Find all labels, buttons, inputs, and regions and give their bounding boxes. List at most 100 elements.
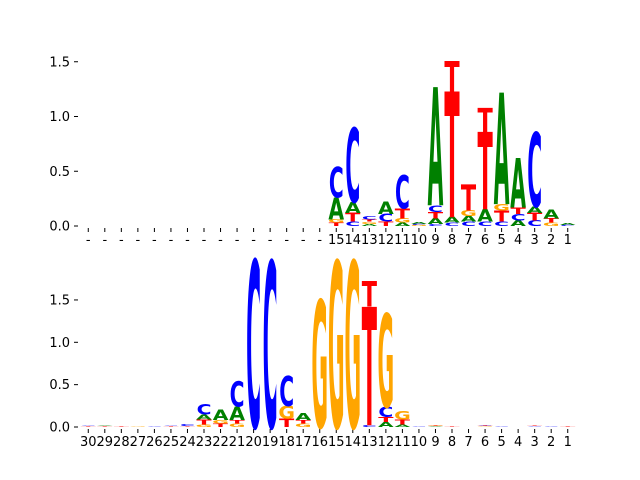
x-tick-label: 9 — [431, 233, 439, 248]
x-tick-label: 11 — [394, 233, 411, 248]
y-tick-label: 0.5 — [49, 165, 70, 180]
logo-column: GTA — [295, 411, 312, 428]
logo-column: CT — [527, 425, 543, 427]
logo-letter-C: C — [378, 212, 393, 224]
x-tick-label: 9 — [431, 435, 439, 450]
logo-letter-C: C — [81, 425, 96, 426]
logo-letter-A: A — [494, 63, 510, 241]
logo-column: GCA — [411, 221, 428, 226]
logo-letter-G: G — [477, 426, 494, 427]
logo-column: ATG — [427, 424, 444, 427]
x-tick-label: - — [218, 233, 223, 248]
logo-letter-T: T — [362, 219, 377, 223]
logo-letter-G: G — [411, 225, 428, 227]
logo-letter-C: C — [527, 113, 542, 231]
logo-column: TC — [180, 424, 196, 427]
logo-letter-C: C — [395, 169, 410, 221]
logo-letter-T: T — [428, 210, 444, 221]
x-tick-label: 1 — [564, 435, 572, 450]
logo-letter-T: T — [428, 425, 444, 426]
logo-letter-A: A — [477, 207, 493, 226]
logo-panel-bottom: 0.00.51.01.530 29 28 27 26 25 24 23 22 21 20 19 18 17… — [49, 216, 575, 480]
logo-letter-T: T — [477, 113, 492, 236]
logo-letter-A: A — [411, 221, 428, 224]
logo-letter-A: A — [428, 56, 444, 244]
x-tick-label: - — [152, 233, 157, 248]
x-tick-label: - — [235, 233, 240, 248]
logo-column: C — [494, 426, 509, 427]
x-tick-label: 1 — [564, 233, 572, 248]
x-tick-label: 24 — [179, 435, 196, 450]
logo-letter-T: T — [378, 416, 394, 424]
logo-letter-T: T — [477, 101, 493, 140]
logo-letter-A: A — [395, 222, 412, 227]
x-tick-label: - — [268, 233, 273, 248]
logo-letter-A: A — [560, 222, 577, 225]
x-tick-label: 8 — [448, 435, 456, 450]
x-tick-label: 2 — [547, 435, 555, 450]
x-tick-label: 10 — [411, 233, 428, 248]
y-axis: 0.0 0.5 1.0 1.5 — [49, 293, 78, 436]
logo-letter-T: T — [329, 222, 344, 227]
x-axis: - - - - - - - - - - - - - - -15 14 13 12 11 10 9 8 7 6 5 4 3 2 1 — [86, 228, 572, 248]
logo-letter-T: T — [97, 426, 113, 427]
logo-letter-G: G — [311, 267, 328, 469]
logo-letter-T: T — [527, 212, 542, 224]
logo-letter-T: T — [494, 208, 509, 225]
x-tick-label: 10 — [411, 435, 428, 450]
x-tick-label: 12 — [378, 233, 395, 248]
x-tick-label: - — [301, 233, 306, 248]
x-tick-label: 4 — [514, 435, 522, 450]
logo-letter-A: A — [229, 403, 245, 425]
x-tick-label: - — [136, 233, 141, 248]
x-tick-label: 22 — [212, 435, 229, 450]
logo-letter-T: T — [395, 207, 411, 222]
logo-column: T — [444, 426, 460, 427]
y-tick-label: 1.5 — [49, 55, 70, 70]
x-tick-label: 13 — [361, 435, 378, 450]
logo-letter-T: T — [461, 178, 477, 220]
x-tick-label: 7 — [464, 435, 472, 450]
logo-letter-C: C — [511, 212, 526, 223]
logo-letter-T: T — [560, 426, 576, 427]
logo-letter-C: C — [411, 426, 426, 427]
logo-letter-G: G — [427, 424, 444, 425]
x-tick-label: 26 — [146, 435, 163, 450]
x-tick-label: 28 — [113, 435, 130, 450]
logo-letter-G: G — [278, 403, 295, 423]
logo-letter-G: G — [378, 288, 395, 437]
logo-letter-C: C — [362, 425, 377, 428]
logo-column: GTA — [543, 208, 560, 228]
logo-letter-T: T — [477, 425, 493, 426]
logo-column: ATG — [394, 409, 411, 428]
logo-letter-T: T — [362, 275, 377, 464]
x-tick-label: 3 — [531, 233, 539, 248]
logo-letter-T: T — [444, 59, 459, 260]
logo-letter-A: A — [510, 219, 526, 228]
logo-letter-G: G — [344, 217, 361, 480]
logo-column: TGA — [212, 408, 229, 428]
logo-column: G — [130, 426, 147, 427]
x-tick-label: 6 — [481, 435, 489, 450]
x-tick-label: - — [102, 233, 107, 248]
logo-letter-T: T — [296, 419, 311, 424]
logo-letter-A: A — [527, 204, 544, 215]
logo-letter-C: C — [527, 426, 542, 427]
logo-letter-C: C — [147, 426, 162, 427]
logo-column: C — [246, 216, 261, 480]
x-tick-label: 30 — [80, 435, 97, 450]
logo-letter-T: T — [362, 275, 377, 315]
x-tick-label: 3 — [531, 435, 539, 450]
logo-letter-C: C — [494, 426, 509, 427]
logo-letter-G: G — [543, 222, 560, 227]
logo-letter-A: A — [444, 216, 460, 225]
x-tick-label: 5 — [497, 233, 505, 248]
logo-column: G — [328, 217, 345, 480]
logo-letter-C: C — [428, 203, 443, 214]
